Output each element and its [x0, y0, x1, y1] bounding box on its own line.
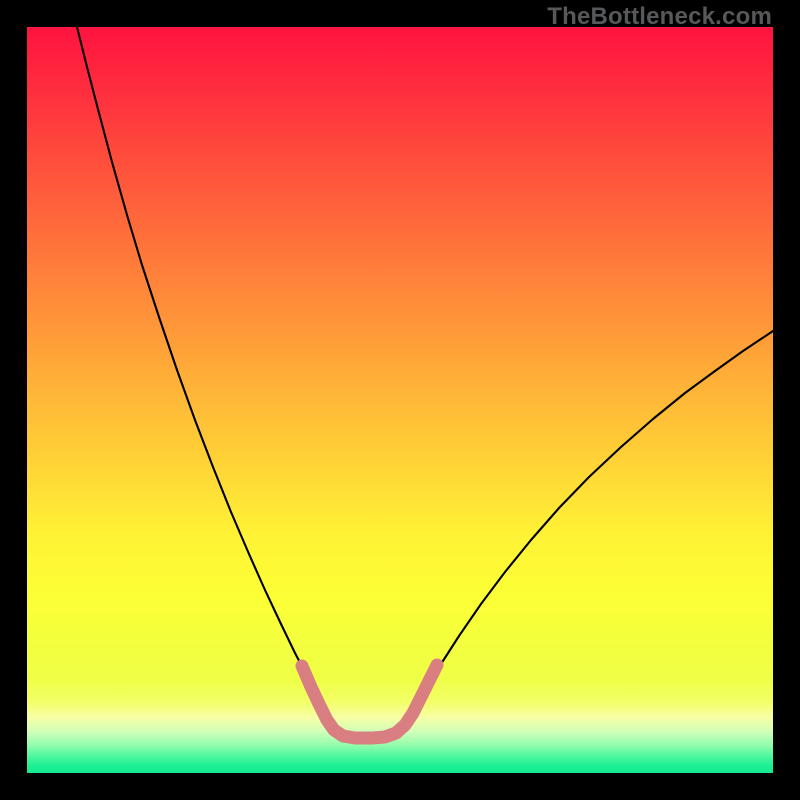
curve-left [77, 27, 328, 717]
plot-area [27, 27, 773, 773]
watermark-label: TheBottleneck.com [547, 3, 772, 31]
valley-overlay [302, 665, 437, 738]
curve-right [411, 331, 773, 717]
plot-svg [27, 27, 773, 773]
